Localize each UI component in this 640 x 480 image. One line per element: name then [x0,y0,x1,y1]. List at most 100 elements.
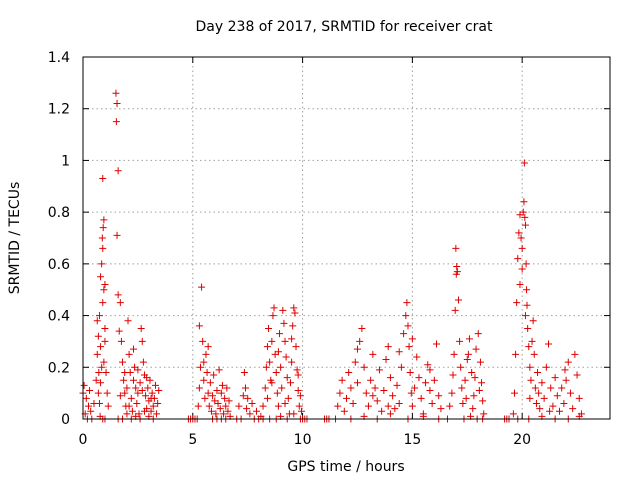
data-point [276,330,284,338]
data-point [451,306,459,314]
data-point [395,348,403,356]
data-point [220,410,228,418]
data-point [540,394,548,402]
data-point [204,389,212,397]
data-point [201,394,209,402]
data-point [526,363,534,371]
data-point [114,291,122,299]
data-point [545,340,553,348]
data-point [407,389,415,397]
data-point [562,376,570,384]
data-point [283,374,291,382]
data-point [195,322,203,330]
data-point [240,368,248,376]
data-point [426,366,434,374]
data-point [239,392,247,400]
data-point [112,118,120,126]
data-point [213,387,221,395]
data-point [194,402,202,410]
data-point [130,376,138,384]
data-point [478,379,486,387]
data-point [395,399,403,407]
data-point [463,356,471,364]
data-point [351,358,359,366]
data-point [82,394,90,402]
data-point [143,374,151,382]
data-point [262,363,270,371]
data-point [532,399,540,407]
data-point [121,389,129,397]
chart-title: Day 238 of 2017, SRMTID for receiver cra… [196,19,493,35]
data-point [217,389,225,397]
data-point [113,231,121,239]
data-point [393,381,401,389]
data-point [428,399,436,407]
data-point [282,353,290,361]
data-point [364,402,372,410]
data-point [521,312,529,320]
data-point [218,381,226,389]
data-point [479,397,487,405]
data-point [560,399,568,407]
data-point [334,402,342,410]
data-point [296,392,304,400]
data-point [86,387,94,395]
data-point [373,397,381,405]
data-point [437,405,445,413]
data-point [288,358,296,366]
data-point [125,402,133,410]
data-point [527,376,535,384]
data-point [536,405,544,413]
data-point [154,399,162,407]
data-point [526,394,534,402]
data-point [453,268,461,276]
data-point [153,410,161,418]
data-point [517,234,525,242]
data-point [448,389,456,397]
data-point [367,376,375,384]
data-point [87,407,95,415]
data-point [261,384,269,392]
data-point [235,402,243,410]
data-point [297,407,305,415]
data-point [124,317,132,325]
data-point [97,273,105,281]
data-point [94,332,102,340]
data-point [102,368,110,376]
data-point [476,358,484,366]
data-point [575,394,583,402]
data-point [510,389,518,397]
data-point [397,363,405,371]
data-point [95,312,103,320]
data-point [274,348,282,356]
data-point [465,335,473,343]
data-point [547,384,555,392]
data-point [93,317,101,325]
data-point [147,407,155,415]
data-point [400,330,408,338]
data-point [546,407,554,415]
data-point [205,402,213,410]
data-point [284,394,292,402]
data-point [268,379,276,387]
data-point [243,405,251,413]
data-point [123,410,131,418]
data-point [265,325,273,332]
data-point [471,374,479,382]
data-point [292,343,300,351]
data-point [224,407,232,415]
data-point [198,283,206,291]
data-point [279,306,287,314]
data-point [100,286,108,294]
data-point [291,309,299,317]
data-point [268,337,276,345]
data-point [99,244,107,252]
data-point [524,325,532,332]
y-tick-label: 1 [61,153,70,169]
data-point [389,392,397,400]
x-tick-label: 15 [403,432,421,448]
data-point [403,299,411,307]
data-point [435,392,443,400]
data-point [454,296,462,304]
data-point [404,322,412,330]
